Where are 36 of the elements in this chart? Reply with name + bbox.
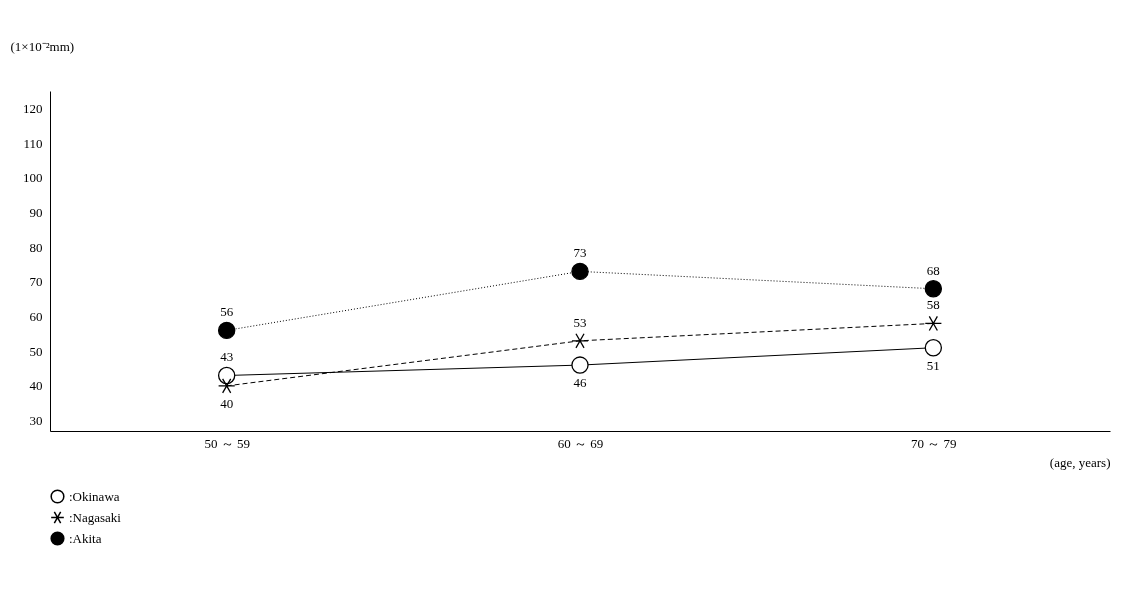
x-tick-label: 50 ～ 59	[204, 435, 250, 451]
y-tick-label: 60	[29, 309, 43, 325]
data-label: 56	[220, 304, 234, 320]
legend-label: :Nagasaki	[69, 509, 122, 525]
point	[924, 315, 943, 332]
y-tick-label: 120	[23, 100, 43, 116]
y-tick-label: 30	[29, 413, 43, 429]
point	[571, 262, 589, 281]
point	[924, 339, 943, 357]
x-tick-label: 70 ～ 79	[911, 435, 957, 451]
data-label: 53	[573, 314, 587, 330]
data-label: 73	[573, 245, 587, 261]
y-tick-label: 110	[23, 135, 43, 151]
y-tick-label: 80	[29, 239, 43, 255]
y-tick-label: 100	[23, 170, 43, 186]
y-axis-title: (1×10⁻²mm)	[10, 38, 75, 54]
point	[217, 378, 236, 394]
point	[217, 366, 236, 385]
point	[217, 321, 236, 340]
point	[924, 280, 943, 298]
data-label: 40	[220, 395, 234, 411]
x-tick-label: 60 ～ 69	[557, 435, 604, 451]
legend-label: :Okinawa	[69, 488, 120, 504]
y-tick-label: 70	[29, 274, 43, 290]
data-label: 43	[220, 349, 234, 365]
legend-label: :Akita	[69, 530, 102, 546]
data-label: 58	[926, 297, 940, 313]
data-label: 68	[926, 262, 940, 278]
x-axis-title: (age, years)	[1049, 454, 1111, 470]
y-tick-label: 40	[29, 378, 43, 394]
point	[571, 333, 589, 349]
y-tick-label: 50	[29, 343, 43, 359]
y-tick-label: 90	[29, 204, 43, 220]
data-label: 51	[926, 357, 940, 373]
point	[571, 356, 589, 374]
data-label: 46	[573, 375, 587, 391]
